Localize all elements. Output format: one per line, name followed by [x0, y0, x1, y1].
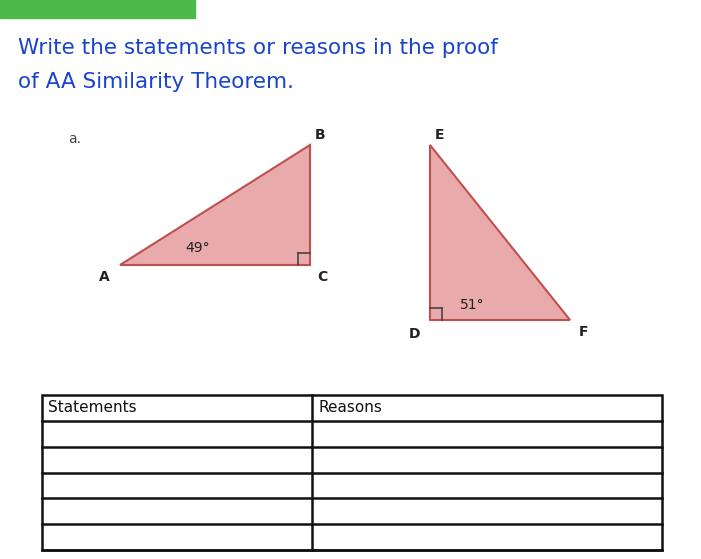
Polygon shape [430, 145, 570, 320]
Bar [42, 395, 662, 550]
Text: Write the statements or reasons in the proof: Write the statements or reasons in the p… [18, 38, 498, 58]
Text: Reasons: Reasons [318, 400, 382, 415]
Polygon shape [120, 145, 310, 265]
Text: A: A [99, 270, 109, 284]
Bar [0, 0, 195, 18]
Text: C: C [317, 270, 327, 284]
Text: Statements: Statements [48, 400, 137, 415]
Text: 49°: 49° [185, 241, 210, 255]
Text: 51°: 51° [460, 298, 484, 312]
Text: a.: a. [68, 132, 81, 146]
Text: of AA Similarity Theorem.: of AA Similarity Theorem. [18, 72, 294, 92]
Text: B: B [315, 128, 325, 142]
Text: D: D [408, 327, 420, 341]
Text: E: E [435, 128, 444, 142]
Text: F: F [579, 325, 589, 339]
